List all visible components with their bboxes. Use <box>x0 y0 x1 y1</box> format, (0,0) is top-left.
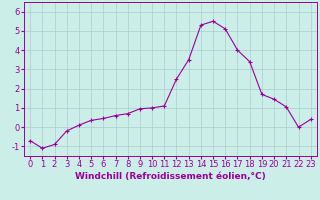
X-axis label: Windchill (Refroidissement éolien,°C): Windchill (Refroidissement éolien,°C) <box>75 172 266 181</box>
